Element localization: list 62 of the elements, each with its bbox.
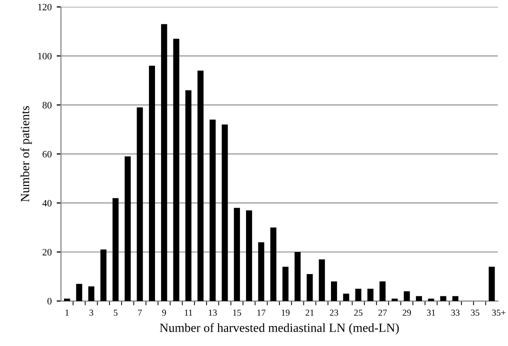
bar [124, 156, 131, 302]
x-tick-label: 21 [306, 310, 314, 316]
x-tick-label: 17 [257, 310, 266, 316]
bar [282, 266, 288, 302]
bar [392, 298, 398, 302]
x-tick-label: 19 [282, 310, 290, 316]
x-tick-label: 35+ [492, 310, 506, 316]
bar [416, 296, 422, 302]
x-tick-label: 31 [427, 310, 436, 316]
bar [380, 281, 386, 302]
bar [355, 288, 362, 302]
bar [100, 250, 106, 302]
bar [404, 291, 410, 302]
x-tick-label: 35 [471, 310, 480, 316]
x-tick-label: 11 [184, 310, 192, 316]
x-tick-label: 5 [114, 310, 118, 316]
bar [234, 208, 240, 302]
bar [428, 298, 434, 302]
y-tick-label: 100 [38, 52, 52, 60]
bar [306, 274, 313, 302]
x-tick-label: 25 [354, 310, 362, 316]
x-axis-title: Number of harvested mediastinal LN (med-LN) [160, 323, 399, 335]
x-tick-label: 9 [162, 310, 166, 316]
bar [440, 296, 446, 302]
y-axis-title: Number of patients [20, 106, 32, 202]
bar [246, 210, 252, 302]
bar [112, 198, 119, 302]
x-tick-label: 7 [138, 310, 142, 316]
x-tick-label: 1 [66, 310, 69, 316]
y-tick-label: 0 [47, 298, 52, 304]
bar [173, 38, 180, 302]
bar [318, 259, 325, 302]
x-tick-label: 23 [330, 310, 338, 316]
y-tick-label: 20 [42, 248, 52, 256]
bar [148, 66, 156, 302]
bar [367, 288, 374, 302]
x-tick-label: 13 [208, 310, 217, 316]
bar [488, 266, 495, 302]
bar [136, 107, 143, 302]
x-tick-label: 29 [402, 310, 411, 316]
bar [197, 70, 204, 302]
y-tick-label: 40 [42, 200, 52, 206]
bar [294, 252, 301, 302]
bar [161, 24, 168, 302]
y-tick-label: 120 [38, 4, 52, 10]
x-tick-label: 3 [89, 310, 94, 316]
bar [222, 124, 228, 302]
bar [185, 90, 192, 302]
x-tick-label: 33 [451, 310, 460, 316]
bar [210, 120, 216, 302]
bar [270, 227, 276, 302]
bar [258, 242, 264, 302]
bar [452, 296, 458, 302]
y-tick-label: 80 [42, 102, 52, 108]
y-tick-label: 60 [42, 150, 52, 158]
bar [343, 294, 350, 302]
bar [88, 286, 94, 302]
bar [76, 284, 82, 302]
bar [64, 298, 70, 302]
x-tick-label: 15 [233, 310, 242, 316]
x-tick-label: 27 [378, 310, 387, 316]
bar [330, 281, 338, 302]
